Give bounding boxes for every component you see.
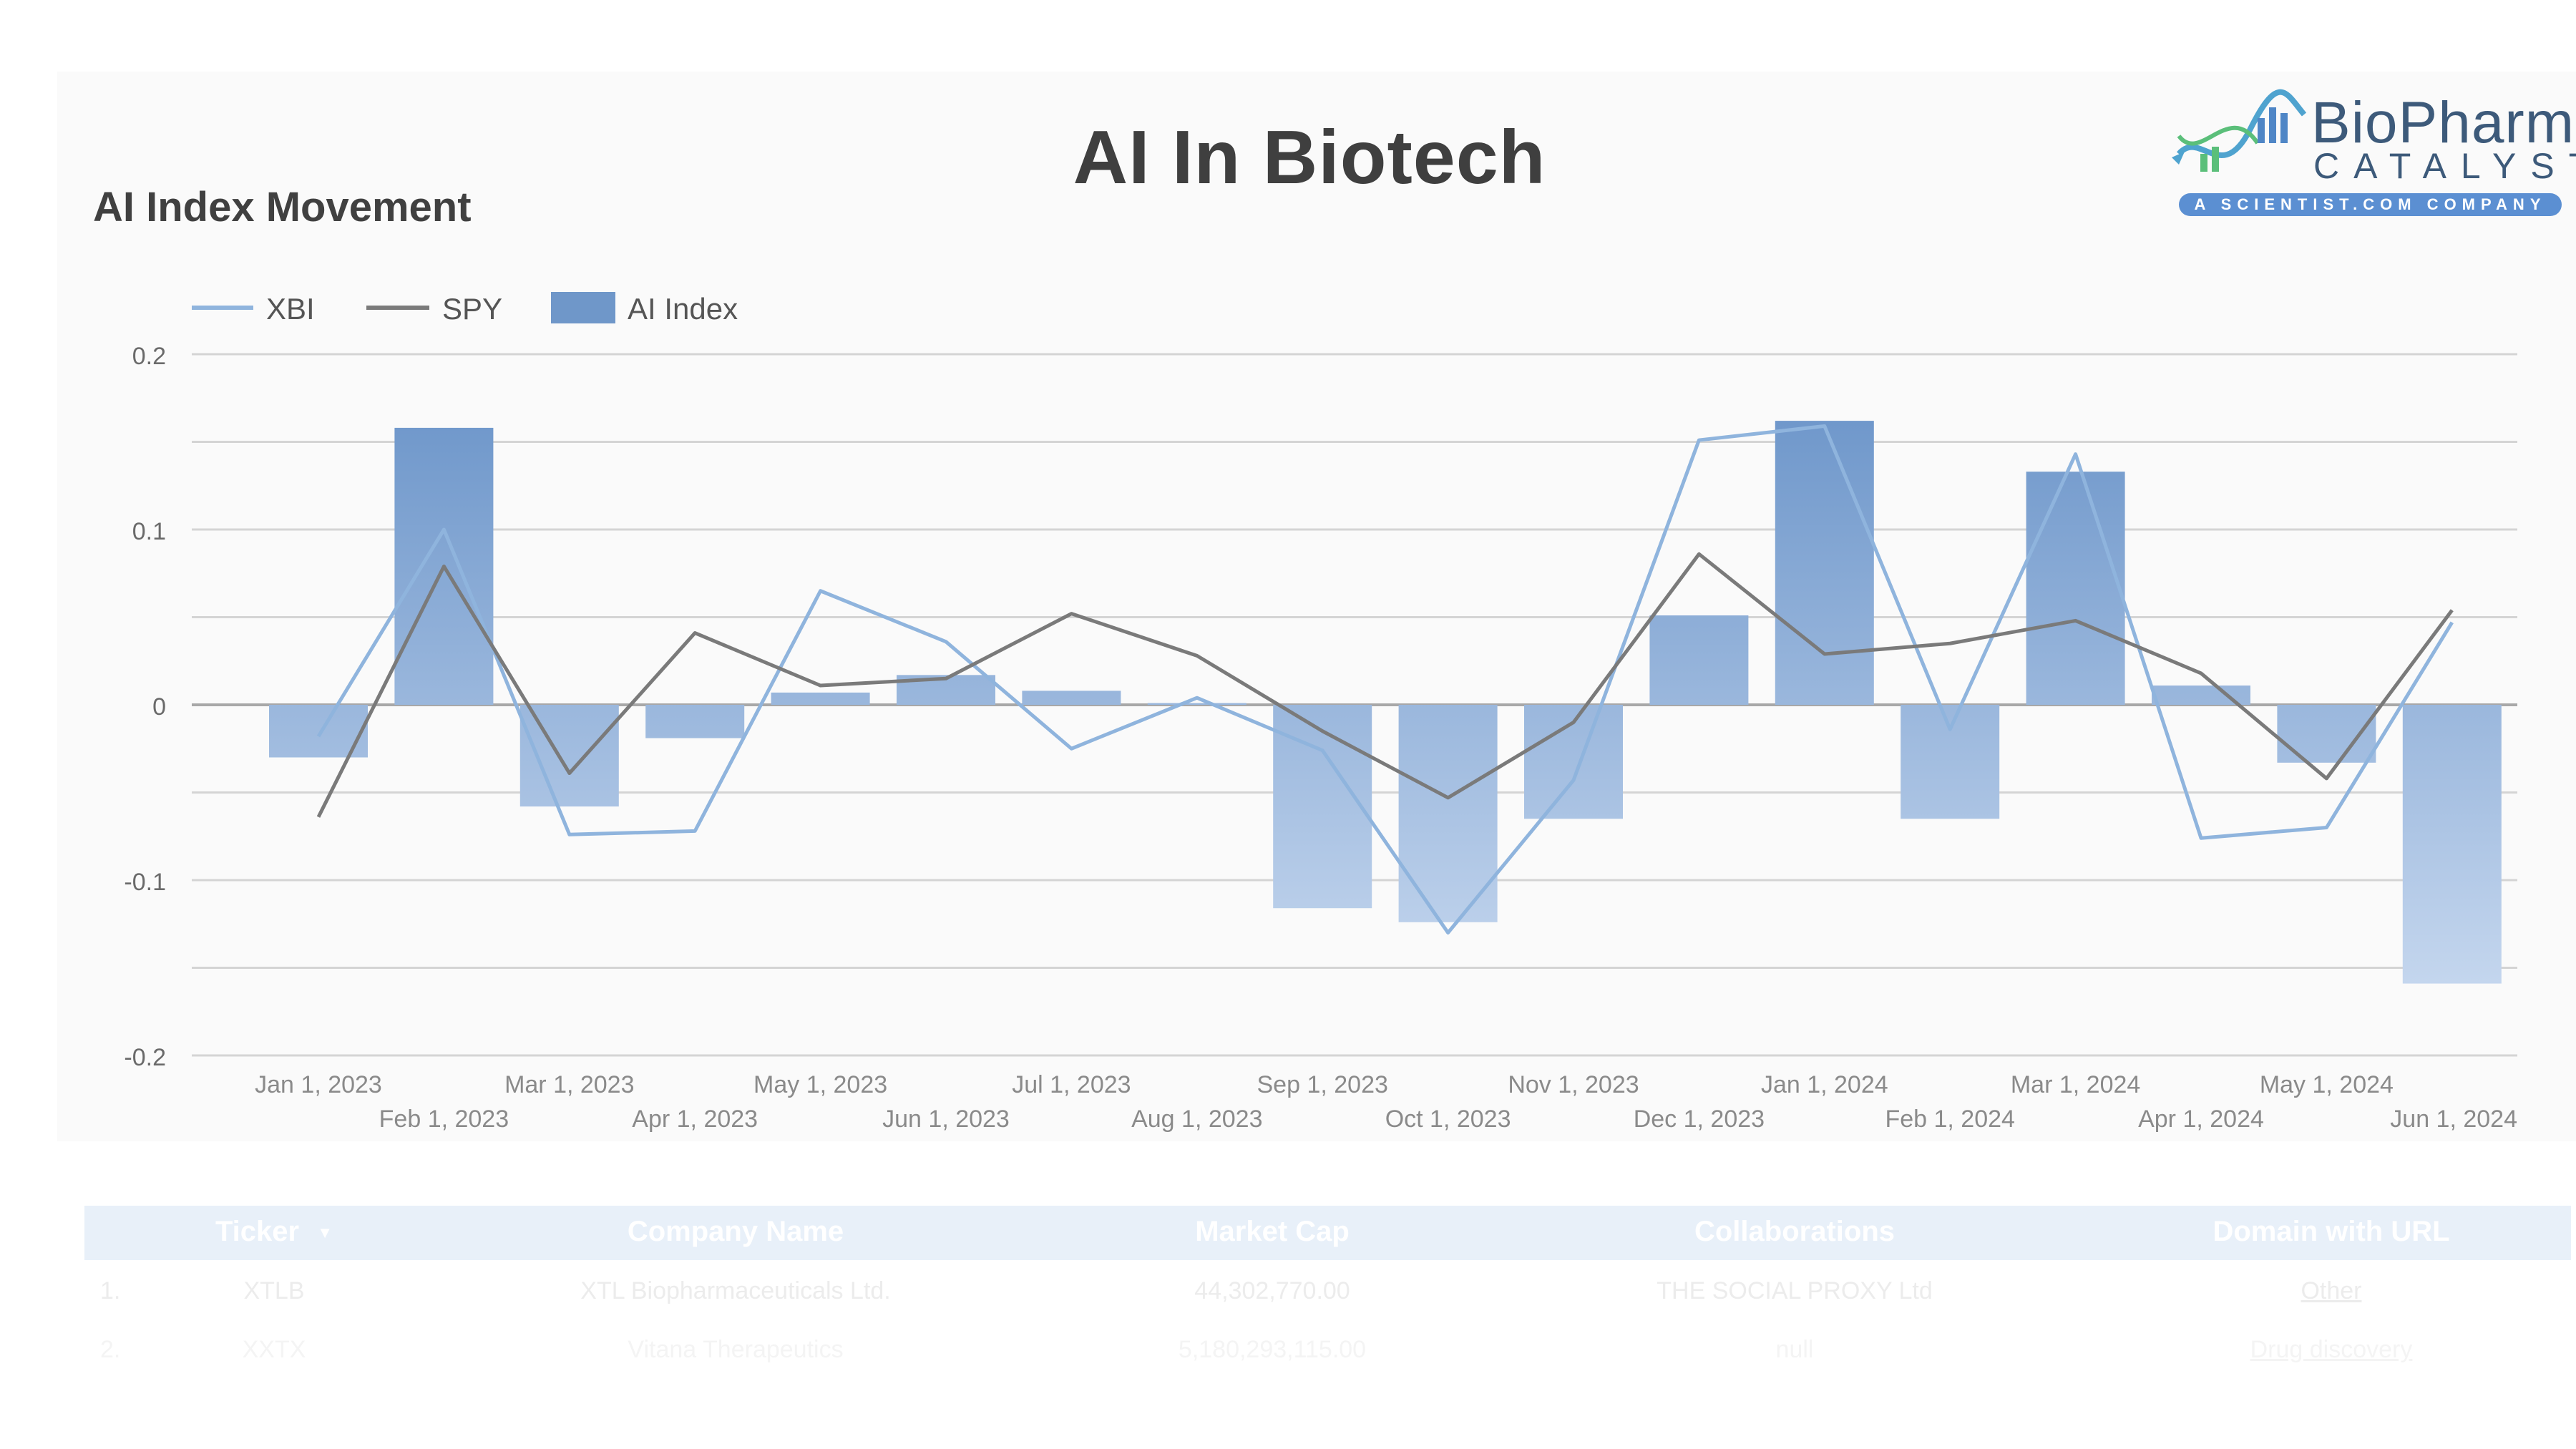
row-index: 2. [100,1336,121,1363]
chart-legend: XBI SPY AI Index [192,292,738,326]
legend-ai-index-label: AI Index [628,292,738,326]
x-tick-label: Jun 1, 2023 [882,1106,1010,1133]
legend-xbi-label: XBI [266,292,315,326]
table-header: Ticker ▼ Company Name Market Cap Collabo… [84,1206,2571,1260]
bar-ai-index [1649,615,1749,705]
cell-collaborations: THE SOCIAL PROXY Ltd [1657,1277,1933,1304]
cell-collaborations: null [1775,1336,1814,1363]
x-tick-label: Mar 1, 2024 [2011,1071,2140,1098]
cell-market-cap: 44,302,770.00 [1194,1277,1350,1304]
y-tick-label: -0.2 [124,1044,166,1071]
sort-desc-icon[interactable]: ▼ [317,1224,333,1242]
bar-ai-index [1022,691,1121,705]
x-tick-label: Aug 1, 2023 [1131,1106,1262,1133]
bar-ai-index [645,705,745,738]
x-tick-label: Sep 1, 2023 [1257,1071,1388,1098]
cell-company-name: Vitana Therapeutics [628,1336,844,1363]
bar-ai-index [2402,705,2502,984]
logo-name: BioPharm [2311,90,2575,155]
cell-domain-link[interactable]: Drug discovery [2250,1336,2413,1363]
x-tick-label: May 1, 2024 [2260,1071,2394,1098]
x-tick-label: Apr 1, 2024 [2138,1106,2264,1133]
x-tick-label: Jun 1, 2024 [2390,1106,2517,1133]
x-tick-label: Jul 1, 2023 [1012,1071,1131,1098]
column-header-collaborations[interactable]: Collaborations [1694,1216,1896,1247]
column-header-ticker[interactable]: Ticker ▼ [188,1216,360,1248]
line-spy [316,552,2454,818]
cell-company-name: XTL Biopharmaceuticals Ltd. [580,1277,891,1304]
column-header-company-name[interactable]: Company Name [627,1216,844,1247]
page-title: AI In Biotech [1073,115,1546,200]
chart-title: AI Index Movement [93,184,472,230]
cell-ticker: XXTX [242,1336,306,1363]
company-table: Ticker ▼ Company Name Market Cap Collabo… [84,1206,2571,1385]
row-index: 1. [100,1277,121,1304]
y-tick-label: 0.1 [132,518,166,545]
cell-ticker: XTLB [243,1277,305,1304]
cell-domain-link[interactable]: Other [2301,1277,2362,1304]
logo-subtitle: CATALYST [2313,146,2576,186]
x-tick-label: Apr 1, 2023 [632,1106,758,1133]
x-tick-label: Dec 1, 2023 [1634,1106,1765,1133]
biopharm-logo[interactable]: BioPharm CATALYST A SCIENTIST.COM COMPAN… [2172,86,2576,229]
legend-ai-index-swatch [551,292,615,323]
column-header-market-cap[interactable]: Market Cap [1195,1216,1350,1247]
x-tick-label: Jan 1, 2024 [1761,1071,1888,1098]
bar-ai-index [771,692,870,705]
column-header-domain[interactable]: Domain with URL [2212,1216,2450,1247]
x-tick-label: Mar 1, 2023 [504,1071,634,1098]
bar-ai-index [1147,703,1246,705]
x-tick-label: Feb 1, 2023 [379,1106,509,1133]
x-tick-label: Nov 1, 2023 [1508,1071,1639,1098]
y-tick-label: 0.2 [132,343,166,370]
cell-market-cap: 5,180,293,115.00 [1178,1336,1367,1363]
y-tick-label: -0.1 [124,869,166,896]
x-tick-label: Jan 1, 2023 [255,1071,382,1098]
x-tick-label: May 1, 2023 [753,1071,887,1098]
column-header-ticker-label: Ticker [215,1216,300,1247]
x-tick-label: Feb 1, 2024 [1885,1106,2014,1133]
x-tick-label: Oct 1, 2023 [1385,1106,1511,1133]
logo-tagline: A SCIENTIST.COM COMPANY [2179,193,2562,216]
bar-ai-index [519,705,619,807]
bar-ai-index [1775,421,1874,705]
bar-ai-index [1273,705,1372,909]
y-tick-label: 0 [152,693,166,721]
legend-spy-label: SPY [442,292,502,326]
ai-index-chart: XBI SPY AI Index 0.2 0.1 0 -0.1 -0.2 Jan 1, … [124,292,2517,1133]
bar-ai-index [1901,705,2000,819]
line-xbi [316,424,2454,935]
bar-ai-index [2026,472,2125,705]
dna-chart-icon [2172,89,2307,172]
